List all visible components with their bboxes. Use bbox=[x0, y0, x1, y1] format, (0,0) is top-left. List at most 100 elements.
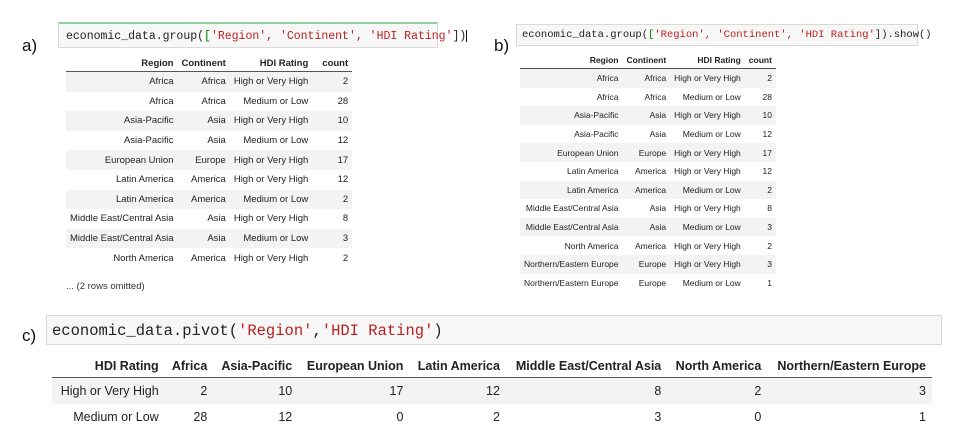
table-row: Middle East/Central Asia Asia High or Very… bbox=[66, 209, 352, 229]
column-header: European Union bbox=[298, 355, 410, 378]
cell: High or Very High bbox=[233, 174, 309, 186]
cell: High or Very High bbox=[229, 111, 313, 131]
code-arg-hdi: 'HDI Rating' bbox=[321, 322, 434, 340]
cell: Asia bbox=[622, 106, 671, 125]
code-sep: , bbox=[312, 322, 322, 340]
table-row: Middle East/Central Asia Asia High or Very… bbox=[520, 199, 776, 218]
column-header: Africa bbox=[164, 355, 214, 378]
column-header: Northern/Eastern Europe bbox=[767, 355, 932, 378]
cell: Africa bbox=[596, 91, 619, 102]
cell: 12 bbox=[762, 129, 772, 140]
column-header: count bbox=[744, 52, 776, 69]
column-header: Region bbox=[520, 52, 623, 69]
table-row: Africa Africa Medium or Low 28 bbox=[520, 88, 776, 107]
table-row: Latin America America Medium or Low 2 bbox=[66, 189, 353, 210]
table-a-header: Region Continent HDI Rating count bbox=[66, 55, 353, 72]
cell: Asia-Pacific bbox=[574, 129, 619, 140]
cell: Asia bbox=[622, 217, 671, 237]
cell: Asia-Pacific bbox=[520, 106, 623, 125]
cell: 2 bbox=[744, 180, 776, 200]
panel-label-c: c) bbox=[22, 326, 37, 345]
cell: 3 bbox=[654, 410, 662, 424]
cell: Latin America bbox=[115, 174, 174, 186]
column-header: HDI Rating bbox=[229, 55, 313, 72]
table-row: Asia-Pacific Asia Medium or Low 12 bbox=[66, 131, 352, 151]
table-row: Latin America America High or Very High 12 bbox=[520, 162, 776, 181]
cell: High or Very High bbox=[229, 71, 313, 92]
cell: Asia bbox=[177, 228, 230, 249]
table-row: European Union Europe High or Very High 17 bbox=[66, 150, 353, 170]
cell: Africa bbox=[201, 95, 226, 107]
code-cell-b[interactable]: economic_data.group(['Region', 'Continen… bbox=[516, 24, 932, 46]
cell: Asia bbox=[207, 135, 226, 147]
table-row: North America America High or Very High 2 bbox=[520, 236, 776, 255]
table-row: Northern/Eastern Europe Europe Medium or L… bbox=[520, 274, 776, 293]
table-row: Asia-Pacific Asia Medium or Low 12 bbox=[520, 125, 776, 144]
column-header: Latin America bbox=[409, 355, 506, 378]
cell: High or Very High bbox=[670, 68, 745, 88]
cell: 12 bbox=[337, 135, 349, 147]
code-arg-region: 'Region' bbox=[238, 322, 313, 340]
table-row: Asia-Pacific Asia High or Very High 10 bbox=[66, 111, 353, 131]
table-row: Africa Africa High or Very High 2 bbox=[66, 71, 353, 92]
table-row: Latin America America Medium or Low 2 bbox=[520, 180, 776, 200]
cell: High or Very High bbox=[670, 106, 745, 125]
cell: Asia bbox=[649, 203, 667, 214]
cell: Africa bbox=[149, 95, 174, 107]
cell: 10 bbox=[213, 377, 299, 404]
cell: Medium or Low bbox=[229, 189, 313, 210]
column-header: North America bbox=[667, 355, 768, 378]
cell: European Union bbox=[520, 143, 623, 162]
cell: Europe bbox=[177, 150, 230, 170]
cell: Medium or Low bbox=[682, 91, 741, 102]
cell: High or Very High bbox=[670, 254, 745, 274]
cell: Africa bbox=[644, 91, 667, 102]
code-prefix: economic_data.group( bbox=[66, 30, 205, 44]
table-row: Middle East/Central Asia Asia Medium or Lo… bbox=[520, 217, 776, 237]
cell: 28 bbox=[193, 410, 208, 424]
cell: 2 bbox=[493, 410, 500, 424]
cell: 10 bbox=[744, 106, 776, 125]
cell: High or Very High bbox=[674, 240, 741, 251]
cell: 2 bbox=[312, 71, 353, 92]
column-header: Continent bbox=[177, 55, 230, 72]
table-b: Region Continent HDI Rating count Africa… bbox=[520, 52, 776, 292]
rows-omitted-note: ... (2 rows omitted) bbox=[66, 281, 145, 292]
cell: America bbox=[190, 174, 226, 186]
cell: Middle East/Central Asia bbox=[66, 228, 178, 249]
cell: 0 bbox=[754, 410, 762, 424]
code-close: ) bbox=[433, 322, 443, 340]
cell: Asia bbox=[649, 129, 667, 140]
cell: 28 bbox=[337, 95, 349, 107]
table-row: High or Very High 2 10 17 12 8 2 3 bbox=[52, 377, 932, 404]
cell: High or Very High bbox=[674, 166, 741, 177]
panel-label-b: b) bbox=[494, 36, 510, 55]
code-close: ]).show() bbox=[874, 29, 932, 41]
cell: Middle East/Central Asia bbox=[70, 213, 174, 225]
cell: Latin America bbox=[520, 180, 623, 200]
cell: 10 bbox=[312, 111, 353, 131]
cell: 1 bbox=[919, 410, 926, 424]
cell: Medium or Low bbox=[670, 180, 745, 200]
cell: 28 bbox=[762, 91, 772, 102]
cell: High or Very High bbox=[233, 252, 309, 264]
cell: Asia bbox=[207, 213, 226, 225]
code-cell-a[interactable]: economic_data.group(['Region', 'Continen… bbox=[58, 22, 468, 48]
cell: Asia-Pacific bbox=[66, 111, 178, 131]
cell: 17 bbox=[298, 377, 410, 404]
cell: North America bbox=[113, 252, 174, 264]
cell: 3 bbox=[312, 228, 353, 249]
cell: America bbox=[622, 180, 671, 200]
cell: 2 bbox=[164, 377, 214, 404]
cell: 2 bbox=[767, 240, 772, 251]
table-row: Africa Africa High or Very High 2 bbox=[520, 68, 776, 88]
code-cell-c[interactable]: economic_data.pivot('Region','HDI Rating… bbox=[46, 315, 942, 345]
cell: 8 bbox=[505, 377, 668, 404]
cell: Medium or Low bbox=[670, 217, 745, 237]
table-row: Northern/Eastern Europe Europe High or Ver… bbox=[520, 254, 776, 274]
cell: High or Very High bbox=[233, 213, 309, 225]
text-cursor bbox=[466, 30, 468, 42]
column-header: Continent bbox=[622, 52, 671, 69]
cell: 17 bbox=[744, 143, 776, 162]
table-a: Region Continent HDI Rating count Africa… bbox=[66, 55, 353, 268]
